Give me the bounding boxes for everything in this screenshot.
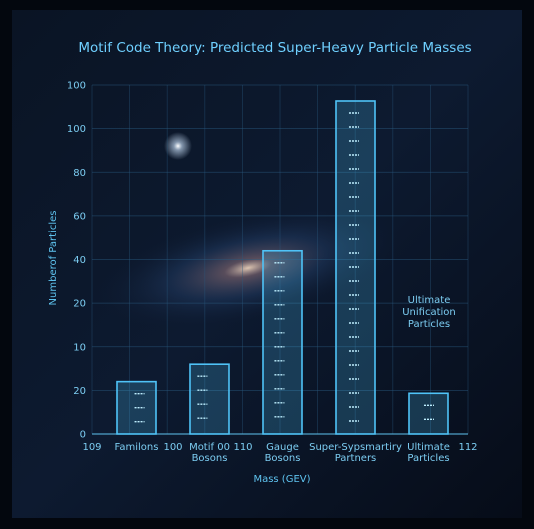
y-tick-label: 0: [80, 430, 86, 441]
x-tick-label: Gauge: [266, 442, 299, 453]
y-tick-label: 100: [67, 81, 86, 92]
x-axis-number: 100: [163, 442, 182, 453]
x-axis-number: 110: [233, 442, 252, 453]
x-tick-label: Ultimate: [407, 442, 450, 453]
x-tick-label: Partners: [335, 453, 377, 464]
x-axis-number: 112: [458, 442, 477, 453]
y-tick-label: 80: [73, 168, 86, 179]
x-tick-label: Particles: [407, 453, 449, 464]
x-tick-label: Familons: [115, 442, 159, 453]
y-tick-label: 40: [73, 255, 86, 266]
galaxy: [91, 204, 405, 332]
bar: [262, 249, 303, 435]
annotation: Particles: [408, 319, 450, 330]
x-tick-label: Bosons: [192, 453, 228, 464]
y-tick-label: 20: [73, 299, 86, 310]
y-tick-label: 20: [73, 386, 86, 397]
x-axis-label: Mass (GEV): [253, 474, 310, 485]
annotation: Unification: [402, 307, 456, 318]
star: [164, 132, 192, 160]
x-tick-label: Bosons: [265, 453, 301, 464]
y-axis-label: Numberof Particles: [48, 211, 59, 306]
bar: [189, 363, 230, 435]
y-tick-label: 100: [67, 124, 86, 135]
chart-title: Motif Code Theory: Predicted Super-Heavy…: [78, 40, 471, 56]
y-tick-label: 10: [73, 342, 86, 353]
x-tick-label: Motif 00: [189, 442, 230, 453]
y-tick-label: 60: [73, 211, 86, 222]
annotation: Ultimate: [408, 295, 451, 306]
bar: [408, 392, 449, 435]
x-tick-label: Super-Sypsmartiry: [309, 442, 402, 453]
x-axis-number: 109: [82, 442, 101, 453]
